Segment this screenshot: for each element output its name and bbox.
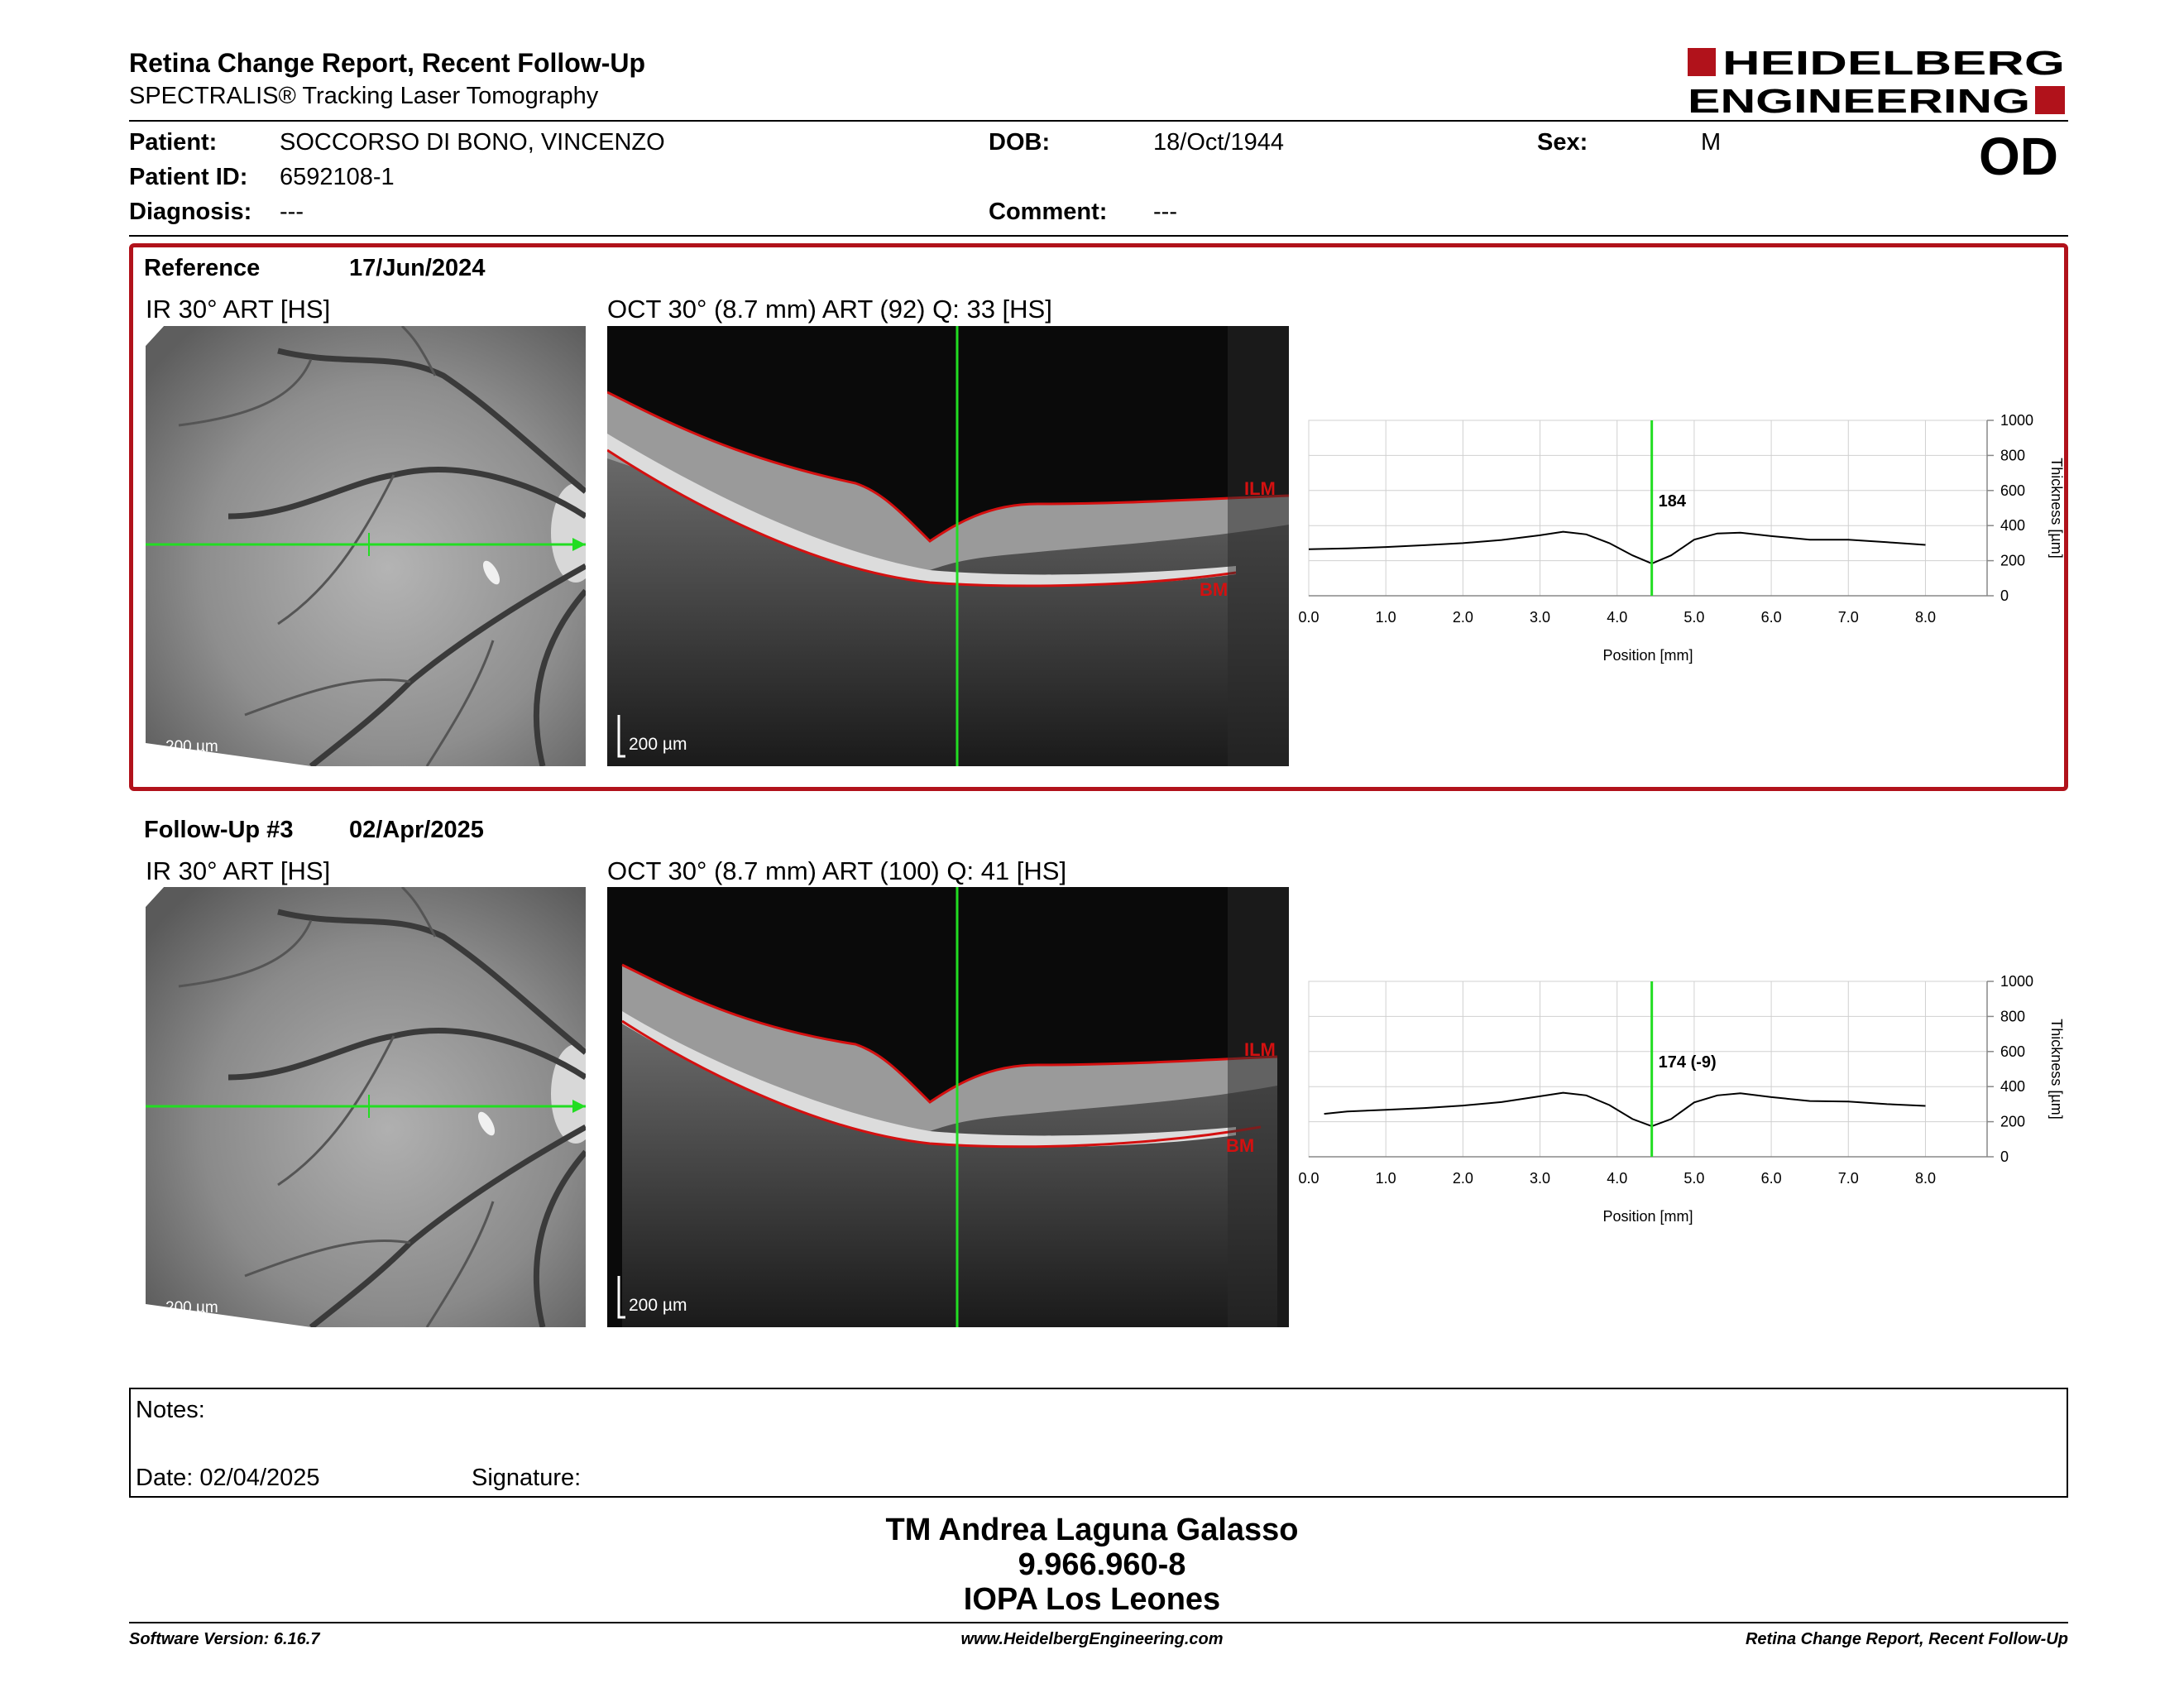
reference-y-tick-label: 400	[2000, 517, 2025, 534]
patient-id-label: Patient ID:	[129, 164, 248, 190]
followup-y-tick-label: 600	[2000, 1043, 2025, 1060]
dob-value: 18/Oct/1944	[1153, 129, 1284, 156]
notes-box[interactable]	[129, 1388, 2068, 1498]
patient-name: SOCCORSO DI BONO, VINCENZO	[280, 129, 665, 156]
logo-block-top	[1688, 48, 1716, 76]
reference-plot-area	[1308, 420, 1988, 597]
followup-marker-label: 174 (-9)	[1659, 1053, 1717, 1072]
reference-x-tick-label: 2.0	[1453, 609, 1473, 626]
notes-date: Date: 02/04/2025	[136, 1465, 320, 1491]
reference-ilm-label: ILM	[1244, 478, 1276, 499]
followup-thickness-line	[1324, 1091, 1926, 1128]
followup-thickness-chart[interactable]: 0.0 1.0 2.0 3.0 4.0 5.0 6.0 7.0 8.0 0 200 400 600 80…	[1291, 970, 2068, 1235]
diagnosis-label: Diagnosis:	[129, 199, 252, 225]
followup-oct-scale: 200 µm	[629, 1296, 687, 1315]
followup-ir-scale: 200 µm	[165, 1299, 218, 1316]
reference-x-tick-label: 8.0	[1915, 609, 1936, 626]
followup-bm-label: BM	[1226, 1135, 1254, 1156]
reference-ir-scale: 200 µm	[165, 738, 218, 755]
reference-highlight-box	[129, 243, 2068, 791]
sex-label: Sex:	[1537, 129, 1588, 156]
followup-oct-label: OCT 30° (8.7 mm) ART (100) Q: 41 [HS]	[607, 856, 1067, 885]
footer-report-name: Retina Change Report, Recent Follow-Up	[1745, 1630, 2068, 1648]
followup-x-tick-label: 7.0	[1838, 1170, 1859, 1187]
notes-label: Notes:	[136, 1397, 205, 1423]
patient-divider	[129, 235, 2068, 237]
reference-ir-label: IR 30° ART [HS]	[146, 295, 331, 324]
followup-y-tick-label: 400	[2000, 1078, 2025, 1095]
logo-line1: HEIDELBERG	[1722, 45, 2065, 82]
reference-y-axis-label: Thickness [µm]	[2048, 458, 2065, 558]
reference-label: Reference	[144, 255, 261, 281]
reference-oct-scale: 200 µm	[629, 735, 687, 754]
reference-x-tick-label: 5.0	[1684, 609, 1704, 626]
dob-label: DOB:	[989, 129, 1051, 156]
heidelberg-logo: HEIDELBERG ENGINEERING	[1688, 45, 2065, 117]
followup-y-tick-label: 1000	[2000, 973, 2033, 990]
reference-date: 17/Jun/2024	[349, 255, 486, 281]
diagnosis-value: ---	[280, 199, 304, 225]
followup-x-axis-label: Position [mm]	[1602, 1208, 1693, 1225]
followup-oct-bscan-image[interactable]: ILM BM 200 µm	[607, 887, 1289, 1327]
followup-date: 02/Apr/2025	[349, 817, 484, 843]
signatory-number: 9.966.960-8	[1018, 1547, 1186, 1582]
reference-y-tick-label: 800	[2000, 447, 2025, 463]
reference-oct-label: OCT 30° (8.7 mm) ART (92) Q: 33 [HS]	[607, 295, 1052, 324]
reference-x-tick-label: 6.0	[1761, 609, 1782, 626]
followup-x-tick-label: 8.0	[1915, 1170, 1936, 1187]
reference-y-tick-label: 0	[2000, 587, 2009, 604]
header-divider	[129, 120, 2068, 122]
footer-software-version: Software Version: 6.16.7	[129, 1630, 320, 1648]
followup-ir-label: IR 30° ART [HS]	[146, 856, 331, 885]
followup-x-tick-label: 3.0	[1530, 1170, 1550, 1187]
footer-divider	[129, 1622, 2068, 1623]
reference-x-tick-label: 4.0	[1607, 609, 1627, 626]
footer-website[interactable]: www.HeidelbergEngineering.com	[960, 1630, 1224, 1648]
reference-y-tick-label: 200	[2000, 553, 2025, 569]
reference-x-tick-label: 3.0	[1530, 609, 1550, 626]
reference-x-axis-label: Position [mm]	[1602, 647, 1693, 664]
reference-y-tick-label: 1000	[2000, 412, 2033, 429]
comment-value: ---	[1153, 199, 1177, 225]
reference-ir-fundus-image[interactable]: 200 µm	[146, 326, 586, 766]
signature-label: Signature:	[472, 1465, 582, 1491]
signatory-name: TM Andrea Laguna Galasso	[885, 1513, 1299, 1547]
reference-thickness-chart[interactable]: 0.0 1.0 2.0 3.0 4.0 5.0 6.0 7.0 8.0 0 200 400 600 80…	[1291, 409, 2068, 674]
followup-x-tick-label: 4.0	[1607, 1170, 1627, 1187]
patient-id-value: 6592108-1	[280, 164, 395, 190]
followup-label: Follow-Up #3	[144, 817, 294, 843]
followup-x-tick-label: 2.0	[1453, 1170, 1473, 1187]
logo-block-bottom	[2035, 86, 2065, 114]
followup-ilm-label: ILM	[1244, 1039, 1276, 1060]
followup-x-tick-label: 1.0	[1376, 1170, 1396, 1187]
reference-thickness-line	[1308, 530, 1926, 565]
followup-x-tick-label: 5.0	[1684, 1170, 1704, 1187]
patient-label: Patient:	[129, 129, 218, 156]
signatory-institution: IOPA Los Leones	[963, 1582, 1221, 1617]
reference-x-tick-label: 0.0	[1298, 609, 1319, 626]
followup-y-tick-label: 800	[2000, 1008, 2025, 1024]
report-subtitle: SPECTRALIS® Tracking Laser Tomography	[129, 83, 599, 109]
followup-y-axis-label: Thickness [µm]	[2048, 1019, 2065, 1119]
followup-x-tick-label: 6.0	[1761, 1170, 1782, 1187]
eye-indicator: OD	[1979, 127, 2058, 186]
report-title: Retina Change Report, Recent Follow-Up	[129, 48, 646, 78]
followup-plot-area	[1308, 981, 1988, 1158]
reference-y-tick-label: 600	[2000, 482, 2025, 499]
followup-ir-fundus-image[interactable]: 200 µm	[146, 887, 586, 1327]
sex-value: M	[1701, 129, 1722, 156]
logo-line2: ENGINEERING	[1688, 82, 2030, 117]
followup-y-tick-label: 0	[2000, 1149, 2009, 1165]
reference-oct-bscan-image[interactable]: ILM BM 200 µm	[607, 326, 1289, 766]
reference-bm-label: BM	[1200, 579, 1228, 600]
followup-y-tick-label: 200	[2000, 1114, 2025, 1130]
reference-marker-label: 184	[1659, 492, 1687, 511]
reference-x-tick-label: 7.0	[1838, 609, 1859, 626]
reference-x-tick-label: 1.0	[1376, 609, 1396, 626]
followup-x-tick-label: 0.0	[1298, 1170, 1319, 1187]
comment-label: Comment:	[989, 199, 1108, 225]
